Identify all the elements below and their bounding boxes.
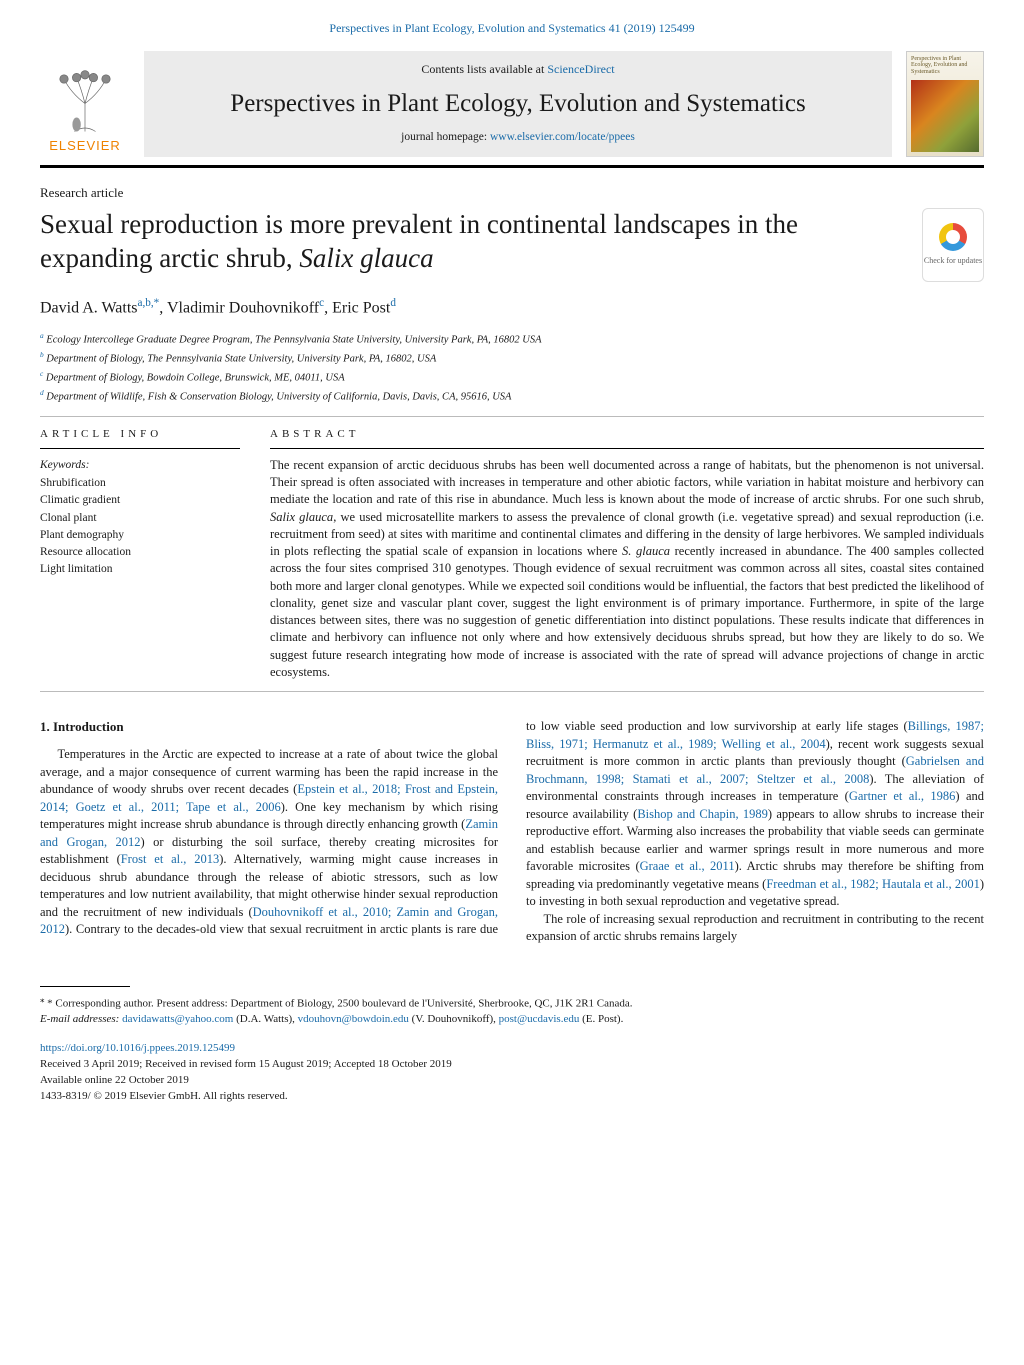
affiliation-item: c Department of Biology, Bowdoin College…: [40, 368, 984, 386]
affiliation-item: d Department of Wildlife, Fish & Conserv…: [40, 387, 984, 405]
elsevier-tree-icon: [50, 65, 120, 135]
affiliation-item: a Ecology Intercollege Graduate Degree P…: [40, 330, 984, 348]
masthead-banner: Contents lists available at ScienceDirec…: [144, 51, 892, 157]
footnotes-block: ⁎ * Corresponding author. Present addres…: [40, 986, 984, 1027]
check-updates-label: Check for updates: [924, 255, 982, 266]
authors-line: David A. Wattsa,b,*, Vladimir Douhovniko…: [40, 296, 984, 320]
section-heading-introduction: 1. Introduction: [40, 718, 498, 736]
journal-cover-thumbnail: Perspectives in Plant Ecology, Evolution…: [906, 51, 984, 157]
email-link[interactable]: davidawatts@yahoo.com: [122, 1013, 233, 1025]
email-link[interactable]: vdouhovn@bowdoin.edu: [298, 1013, 409, 1025]
body-paragraph: The role of increasing sexual reproducti…: [526, 911, 984, 946]
affiliation-item: b Department of Biology, The Pennsylvani…: [40, 349, 984, 367]
publisher-name: ELSEVIER: [49, 137, 121, 155]
corr-text: * Corresponding author. Present address:…: [47, 997, 632, 1009]
journal-homepage-link[interactable]: www.elsevier.com/locate/ppees: [490, 131, 635, 143]
running-head-citation: Perspectives in Plant Ecology, Evolution…: [40, 20, 984, 37]
abstract-text: The recent expansion of arctic deciduous…: [270, 457, 984, 681]
keywords-list: ShrubificationClimatic gradientClonal pl…: [40, 475, 240, 579]
doi-link[interactable]: https://doi.org/10.1016/j.ppees.2019.125…: [40, 1042, 235, 1054]
contents-prefix: Contents lists available at: [421, 62, 547, 76]
journal-title: Perspectives in Plant Ecology, Evolution…: [164, 86, 872, 121]
keywords-label: Keywords:: [40, 457, 240, 473]
article-type: Research article: [40, 184, 984, 202]
keyword-item: Plant demography: [40, 527, 240, 544]
email-link[interactable]: post@ucdavis.edu: [499, 1013, 580, 1025]
publication-metadata: https://doi.org/10.1016/j.ppees.2019.125…: [40, 1041, 984, 1105]
publisher-logo: ELSEVIER: [40, 51, 130, 157]
crossmark-icon: [939, 223, 967, 251]
divider-thin: [40, 416, 984, 417]
homepage-prefix: journal homepage:: [401, 131, 490, 143]
abstract-column: ABSTRACT The recent expansion of arctic …: [270, 427, 984, 682]
title-species: Salix glauca: [299, 243, 433, 273]
check-updates-badge[interactable]: Check for updates: [922, 208, 984, 282]
divider-thick: [40, 165, 984, 168]
footnote-rule: [40, 986, 130, 987]
body-two-column: 1. Introduction Temperatures in the Arct…: [40, 718, 984, 946]
affiliations-block: a Ecology Intercollege Graduate Degree P…: [40, 330, 984, 406]
issn-copyright: 1433-8319/ © 2019 Elsevier GmbH. All rig…: [40, 1090, 288, 1102]
article-title: Sexual reproduction is more prevalent in…: [40, 208, 902, 276]
abstract-label: ABSTRACT: [270, 427, 984, 442]
available-online: Available online 22 October 2019: [40, 1074, 189, 1086]
keyword-item: Shrubification: [40, 475, 240, 492]
keyword-item: Light limitation: [40, 561, 240, 578]
keyword-item: Climatic gradient: [40, 492, 240, 509]
masthead-container: ELSEVIER Contents lists available at Sci…: [40, 51, 984, 157]
cover-image-icon: [911, 80, 979, 152]
article-history: Received 3 April 2019; Received in revis…: [40, 1058, 452, 1070]
keyword-item: Clonal plant: [40, 510, 240, 527]
email-addresses-line: E-mail addresses: davidawatts@yahoo.com …: [40, 1012, 984, 1027]
keyword-item: Resource allocation: [40, 544, 240, 561]
mini-rule: [270, 448, 984, 449]
article-info-column: ARTICLE INFO Keywords: ShrubificationCli…: [40, 427, 240, 682]
corresponding-author-note: ⁎ * Corresponding author. Present addres…: [40, 993, 984, 1012]
cover-caption: Perspectives in Plant Ecology, Evolution…: [911, 56, 979, 76]
divider-thin: [40, 691, 984, 692]
article-info-label: ARTICLE INFO: [40, 427, 240, 442]
sciencedirect-link[interactable]: ScienceDirect: [547, 62, 614, 76]
mini-rule: [40, 448, 240, 449]
